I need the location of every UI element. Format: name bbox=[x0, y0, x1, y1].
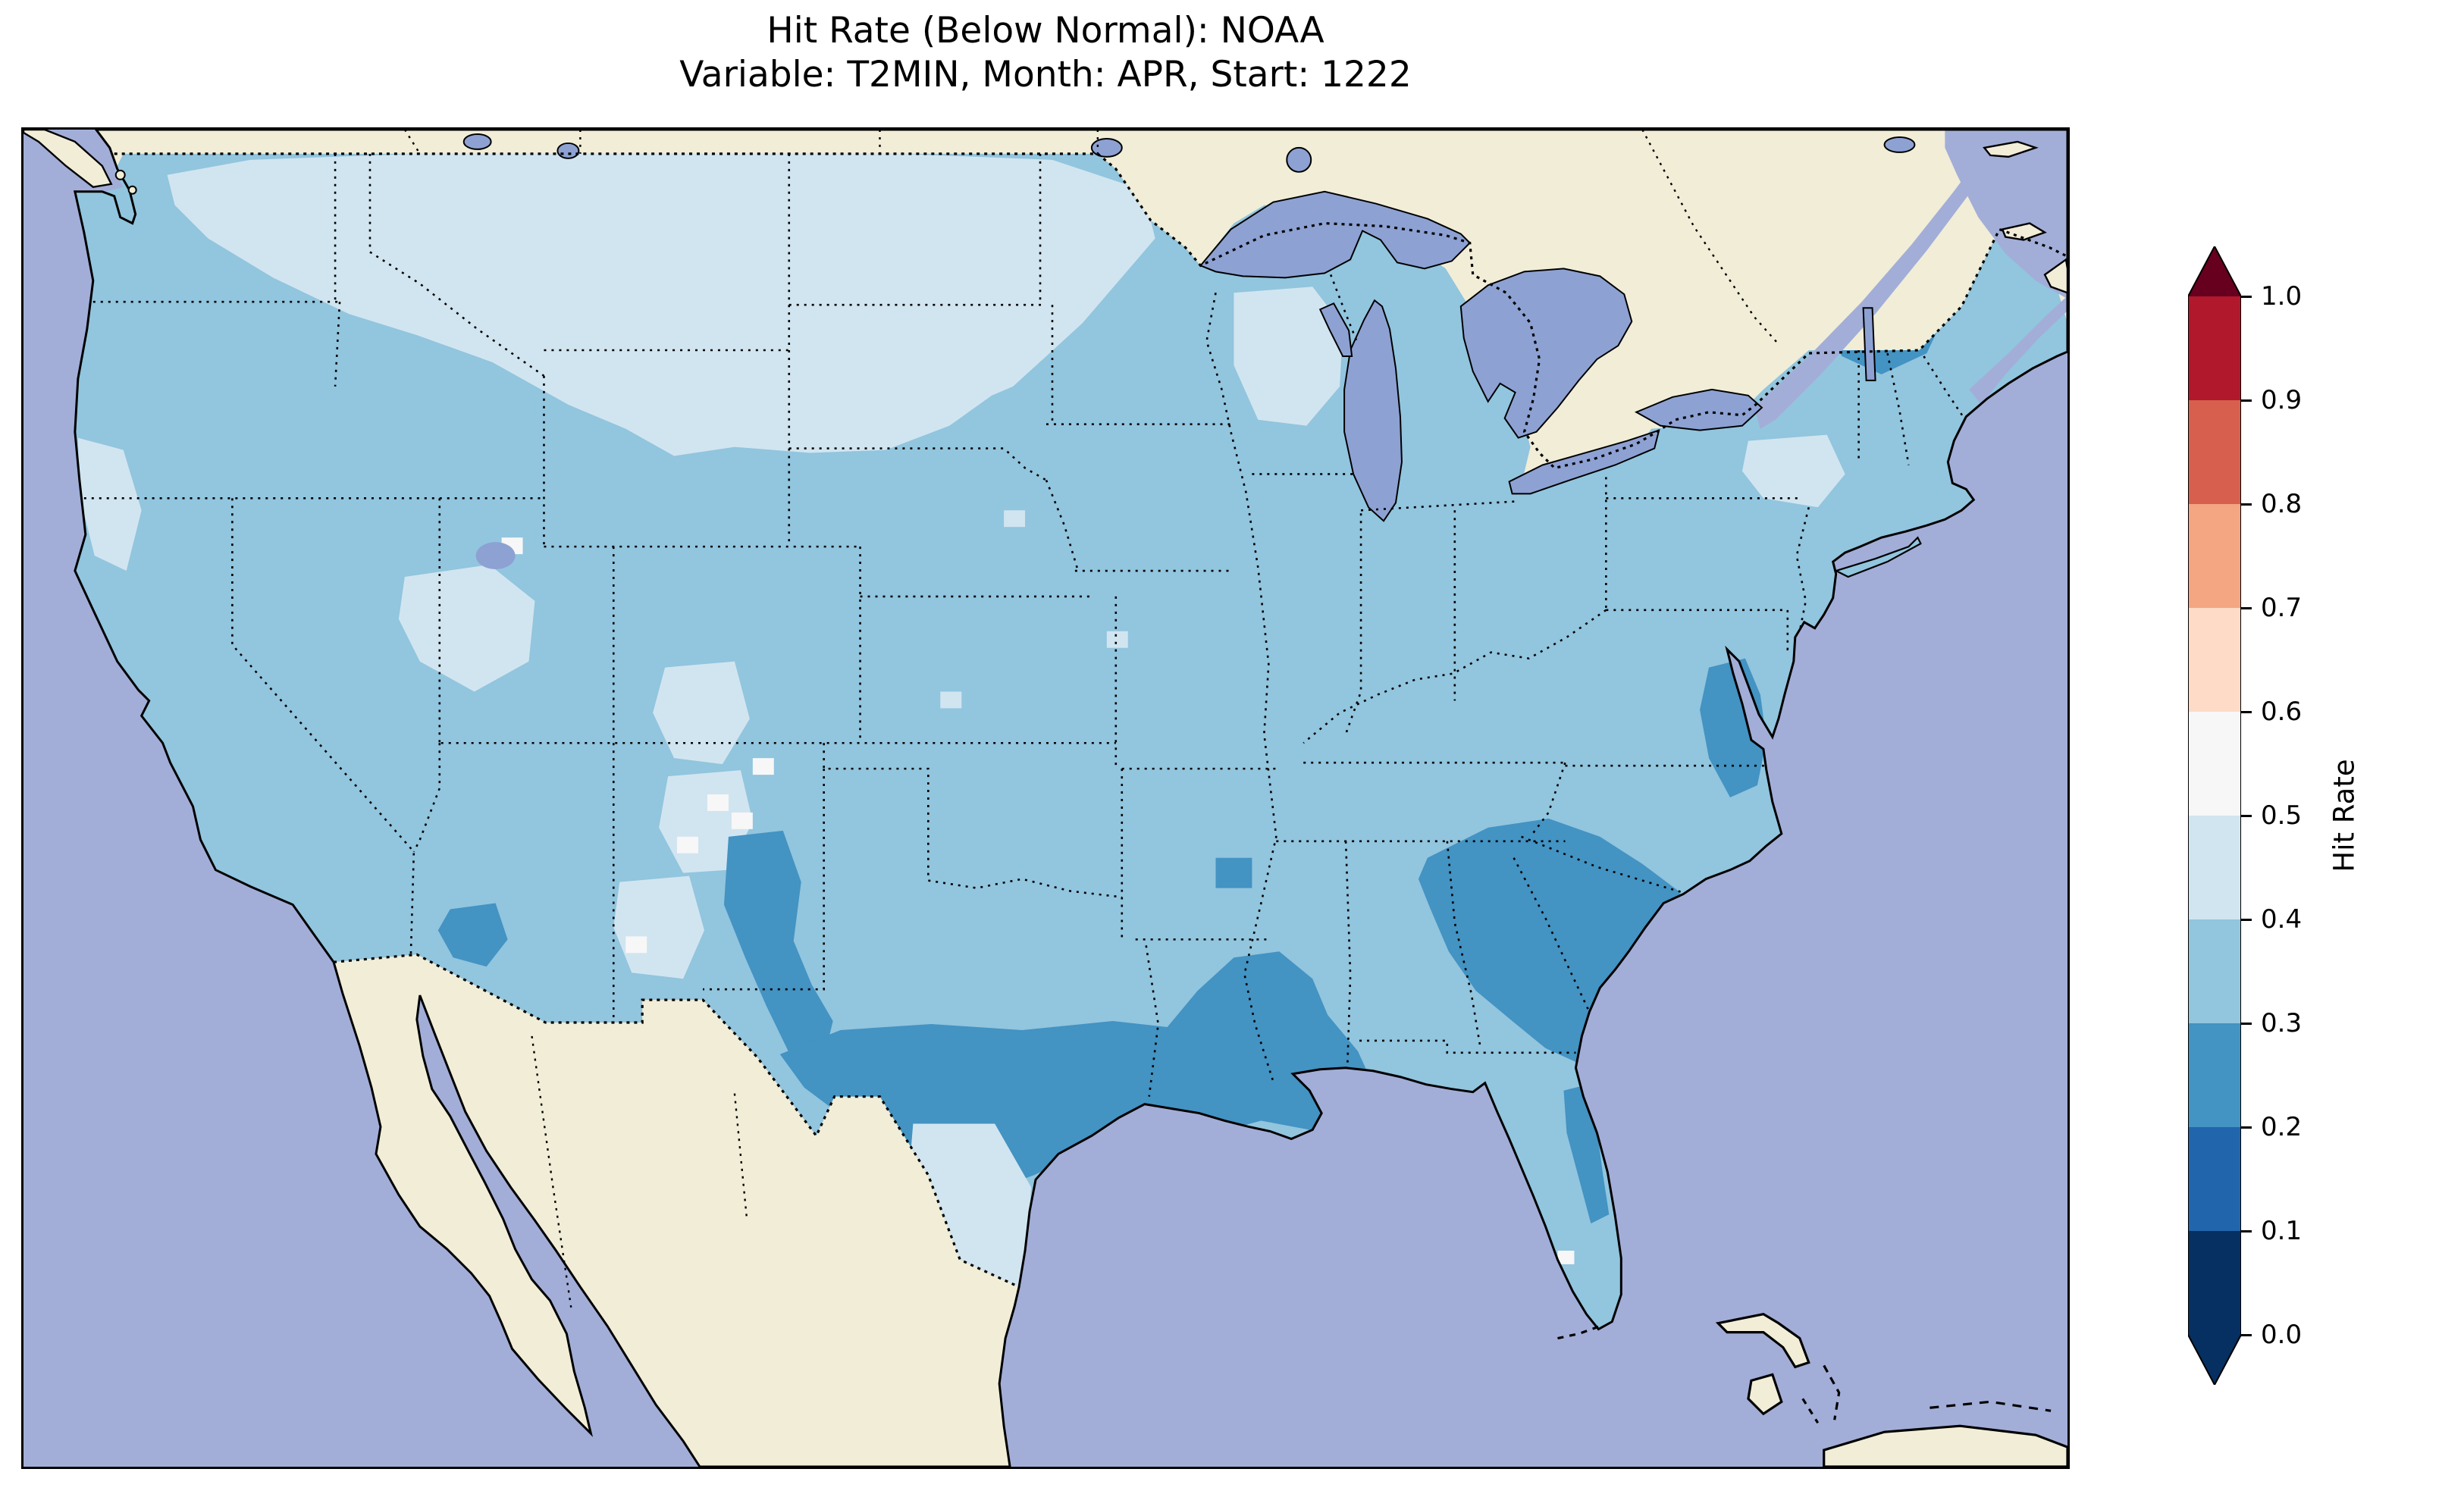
tick-mark bbox=[2241, 503, 2252, 506]
chart-title-line1: Hit Rate (Below Normal): NOAA bbox=[766, 10, 1324, 52]
state-borders bbox=[76, 153, 1964, 1097]
colorbar-tick: 0.7 bbox=[2241, 593, 2302, 623]
colorbar-segment bbox=[2188, 1127, 2241, 1231]
coastlines bbox=[24, 130, 2067, 1467]
tick-label: 0.8 bbox=[2261, 489, 2303, 519]
grand-bahama-abaco bbox=[1715, 1313, 1810, 1369]
canada-lake bbox=[462, 133, 492, 150]
colorbar-tick: 0.8 bbox=[2241, 489, 2302, 519]
colorbar-tick: 1.0 bbox=[2241, 281, 2302, 312]
green-bay bbox=[1318, 302, 1353, 357]
tick-mark bbox=[2241, 1333, 2252, 1336]
long-island bbox=[1833, 536, 1922, 578]
foreign-admin-borders bbox=[403, 130, 1779, 1308]
gulf-island bbox=[114, 169, 126, 180]
lake-erie bbox=[1508, 429, 1660, 495]
tick-label: 0.7 bbox=[2261, 593, 2303, 623]
colorbar-tick: 0.3 bbox=[2241, 1008, 2302, 1038]
colorbar-label: Hit Rate bbox=[2328, 759, 2361, 872]
colorbar-extend-min bbox=[2188, 1335, 2241, 1385]
colorbar-segment bbox=[2188, 504, 2241, 608]
tick-mark bbox=[2241, 295, 2252, 298]
great-salt-lake bbox=[475, 542, 516, 570]
tick-label: 0.4 bbox=[2261, 904, 2303, 935]
andros-island bbox=[1747, 1373, 1783, 1416]
chart-title-line2: Variable: T2MIN, Month: APR, Start: 1222 bbox=[679, 54, 1412, 96]
colorbar-segment bbox=[2188, 919, 2241, 1023]
colorbar-tick: 0.4 bbox=[2241, 904, 2302, 935]
tick-label: 0.1 bbox=[2261, 1216, 2303, 1246]
lake-nipigon bbox=[1286, 146, 1312, 173]
tick-label: 0.9 bbox=[2261, 385, 2303, 415]
tick-label: 0.5 bbox=[2261, 800, 2303, 831]
map-axes bbox=[21, 127, 2070, 1469]
colorbar-segment bbox=[2188, 608, 2241, 712]
gulf-island bbox=[127, 185, 137, 195]
cape-breton bbox=[2043, 258, 2067, 294]
colorbar-tick: 0.1 bbox=[2241, 1216, 2302, 1246]
island-chain bbox=[1930, 1400, 2052, 1412]
hit-rate-patches bbox=[77, 153, 1948, 1289]
lake-superior bbox=[1199, 190, 1472, 279]
northeast-waterways bbox=[1754, 130, 2067, 429]
lake-of-the-woods bbox=[1090, 137, 1123, 158]
colorbar-tick: 0.9 bbox=[2241, 385, 2302, 415]
colorbar-tick: 0.5 bbox=[2241, 800, 2302, 831]
vancouver-island bbox=[24, 130, 113, 189]
colorbar-tick: 0.6 bbox=[2241, 697, 2302, 727]
tick-mark bbox=[2241, 1126, 2252, 1129]
chart-title: Hit Rate (Below Normal): NOAA Variable: … bbox=[21, 9, 2070, 98]
great-lakes bbox=[462, 133, 1916, 570]
tick-mark bbox=[2241, 1229, 2252, 1232]
exuma-islands bbox=[1801, 1398, 1820, 1424]
lake-michigan bbox=[1343, 299, 1403, 522]
canada-lake bbox=[556, 142, 580, 159]
tick-label: 0.3 bbox=[2261, 1008, 2303, 1038]
colorbar-segment bbox=[2188, 712, 2241, 816]
tick-mark bbox=[2241, 710, 2252, 713]
colorbar-svg bbox=[2188, 246, 2241, 1385]
tick-mark bbox=[2241, 399, 2252, 402]
us-mexico-border bbox=[333, 953, 1020, 1289]
tick-label: 0.0 bbox=[2261, 1320, 2303, 1350]
colorbar-tick: 0.2 bbox=[2241, 1112, 2302, 1142]
tick-mark bbox=[2241, 606, 2252, 609]
eleuthera-island bbox=[1823, 1364, 1841, 1420]
international-borders bbox=[114, 152, 2067, 1289]
tick-mark bbox=[2241, 814, 2252, 817]
florida-keys bbox=[1557, 1325, 1600, 1340]
prince-edward-island bbox=[2001, 222, 2047, 241]
tick-label: 0.2 bbox=[2261, 1112, 2303, 1142]
cuba bbox=[1823, 1424, 2067, 1467]
tick-label: 0.6 bbox=[2261, 697, 2303, 727]
lake-champlain bbox=[1862, 307, 1876, 381]
us-hit-rate-map bbox=[24, 130, 2067, 1467]
canada-lake bbox=[1883, 136, 1916, 153]
lake-ontario bbox=[1634, 388, 1763, 431]
lake-huron bbox=[1459, 268, 1633, 439]
colorbar-segment bbox=[2188, 816, 2241, 919]
colorbar-segment bbox=[2188, 296, 2241, 400]
anticosti-island bbox=[1983, 140, 2039, 158]
colorbar-segment bbox=[2188, 1231, 2241, 1335]
colorbar-segment bbox=[2188, 400, 2241, 504]
colorbar-segment bbox=[2188, 1023, 2241, 1127]
islands bbox=[1557, 1313, 2067, 1467]
colorbar-tick: 0.0 bbox=[2241, 1320, 2302, 1350]
colorbar-extend-max bbox=[2188, 246, 2241, 296]
us-canada-border bbox=[114, 152, 2067, 470]
tick-label: 1.0 bbox=[2261, 281, 2303, 312]
tick-mark bbox=[2241, 1022, 2252, 1025]
colorbar-ticks: 1.0 0.9 0.8 0.7 0.6 0.5 0.4 0.3 0.2 0.1 0.0 bbox=[2241, 246, 2362, 1385]
tick-mark bbox=[2241, 918, 2252, 921]
